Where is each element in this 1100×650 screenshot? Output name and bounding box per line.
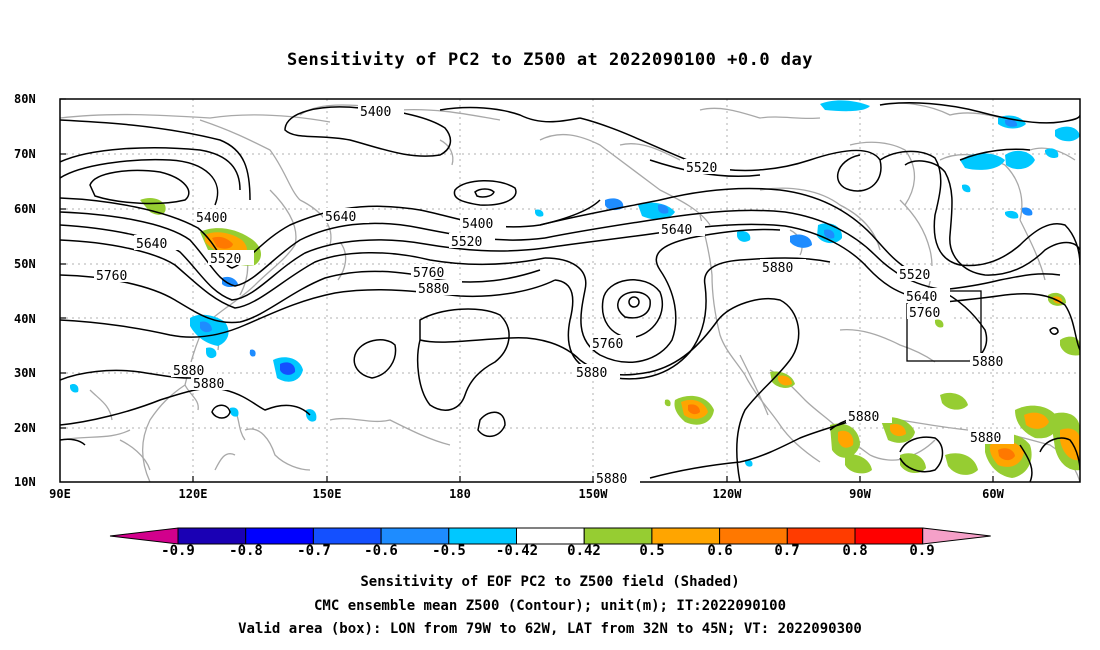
colorbar-left-arrow — [109, 527, 179, 545]
colorbar — [109, 527, 991, 545]
colorbar-swatch — [516, 527, 585, 545]
colorbar-label: -0.8 — [229, 543, 263, 559]
lon-label-150e: 150E — [312, 487, 342, 501]
lon-label-90w: 90W — [849, 487, 871, 501]
lon-label-120w: 120W — [712, 487, 742, 501]
colorbar-swatch — [719, 527, 788, 545]
contour-label-5880-c: 5880 — [418, 282, 449, 297]
colorbar-swatch — [854, 527, 924, 545]
colorbar-swatch — [651, 527, 721, 545]
colorbar-swatch — [583, 527, 653, 545]
colorbar-label: -0.9 — [161, 543, 195, 559]
lat-label-70n: 70N — [14, 147, 36, 161]
z500-contours — [60, 102, 1080, 482]
contour-label-5880-f: 5880 — [762, 261, 793, 276]
contour-label-5760-c: 5760 — [413, 266, 444, 281]
colorbar-label: 0.6 — [707, 543, 733, 559]
contour-label-5400-c: 5400 — [462, 217, 493, 232]
lat-label-40n: 40N — [14, 312, 36, 326]
contour-label-5640-w: 5640 — [325, 210, 356, 225]
contour-label-5640-w2: 5640 — [136, 237, 167, 252]
colorbar-label: 0.5 — [639, 543, 665, 559]
lat-label-80n: 80N — [14, 92, 36, 106]
colorbar-swatch — [312, 527, 382, 545]
contour-label-5400-top: 5400 — [360, 105, 391, 120]
contour-label-5880-sw2: 5880 — [193, 377, 224, 392]
contour-label-5760-e2: 5760 — [592, 337, 623, 352]
lat-label-20n: 20N — [14, 421, 36, 435]
colorbar-label: 0.42 — [567, 543, 601, 559]
lon-label-60w: 60W — [982, 487, 1004, 501]
contour-label-5760-w: 5760 — [96, 269, 127, 284]
colorbar-swatch — [786, 527, 856, 545]
contour-label-5760-ne: 5760 — [909, 306, 940, 321]
colorbar-label: 0.9 — [909, 543, 935, 559]
contour-label-5520-a: 5520 — [686, 161, 717, 176]
map-title: Sensitivity of PC2 to Z500 at 2022090100… — [286, 50, 813, 70]
lon-label-90e: 90E — [49, 487, 71, 501]
lat-label-10n: 10N — [14, 475, 36, 489]
colorbar-swatch — [245, 527, 314, 545]
contour-labels: 5400 5520 5400 5640 5640 5520 5760 5400 … — [94, 103, 1016, 487]
colorbar-label: -0.5 — [432, 543, 466, 559]
lat-label-30n: 30N — [14, 366, 36, 380]
contour-label-5880-car1: 5880 — [848, 410, 879, 425]
contour-label-5640-ne: 5640 — [906, 290, 937, 305]
tick-marks — [60, 98, 994, 482]
contour-label-5520-w: 5520 — [210, 252, 241, 267]
contour-label-5520-c: 5520 — [451, 235, 482, 250]
colorbar-label: -0.7 — [297, 543, 331, 559]
sensitivity-shading — [70, 100, 1080, 478]
contour-label-5520-ne: 5520 — [899, 268, 930, 283]
footer-line-1: Sensitivity of EOF PC2 to Z500 field (Sh… — [360, 574, 740, 590]
footer-line-3: Valid area (box): LON from 79W to 62W, L… — [238, 621, 862, 637]
colorbar-swatch — [380, 527, 450, 545]
contour-label-5880-bot: 5880 — [596, 472, 627, 487]
colorbar-swatch — [448, 527, 517, 545]
contour-label-5640-e: 5640 — [661, 223, 692, 238]
map-frame — [59, 98, 1081, 483]
lat-label-60n: 60N — [14, 202, 36, 216]
contour-label-5400-w: 5400 — [196, 211, 227, 226]
colorbar-label: -0.42 — [495, 543, 539, 559]
lon-label-120e: 120E — [178, 487, 208, 501]
contour-label-5880-car2: 5880 — [970, 431, 1001, 446]
colorbar-label: 0.7 — [774, 543, 800, 559]
lon-label-150w: 150W — [578, 487, 608, 501]
contour-label-5880-e: 5880 — [576, 366, 607, 381]
footer-line-2: CMC ensemble mean Z500 (Contour); unit(m… — [313, 598, 786, 614]
lon-label-180: 180 — [449, 487, 471, 501]
colorbar-right-arrow — [922, 527, 991, 545]
contour-label-5880-ne: 5880 — [972, 355, 1003, 370]
lat-label-50n: 50N — [14, 257, 36, 271]
colorbar-swatch — [177, 527, 247, 545]
colorbar-label: -0.6 — [364, 543, 398, 559]
colorbar-label: 0.8 — [842, 543, 868, 559]
